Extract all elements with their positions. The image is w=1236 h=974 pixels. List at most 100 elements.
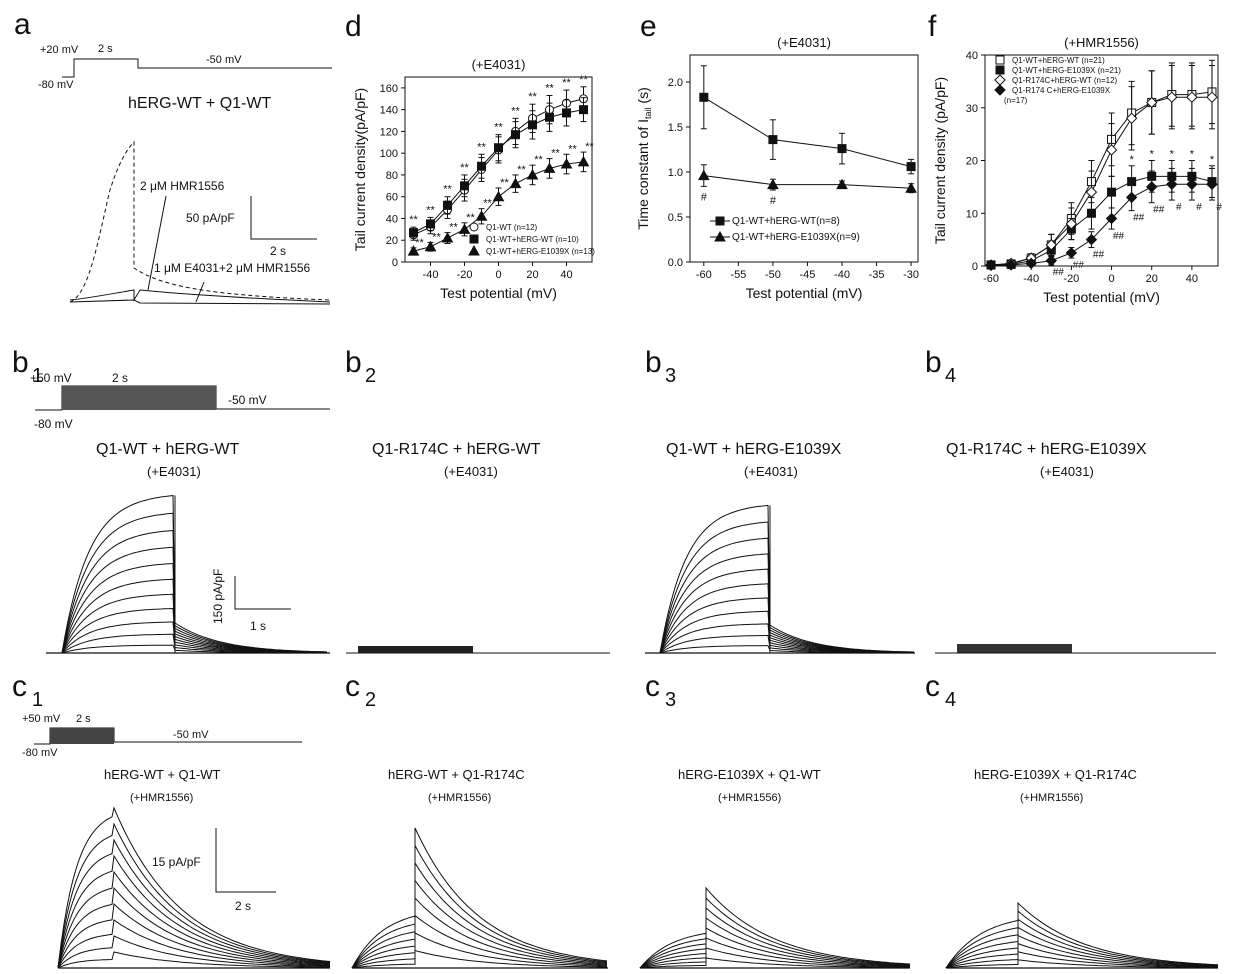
c3-traces-sweep	[639, 947, 911, 969]
panel-d-ylabel: Tail current density(pA/pF)	[352, 88, 368, 251]
panel-f-series-2-point	[1085, 186, 1098, 198]
c4-traces-sweep	[945, 934, 1219, 969]
panel-c3: c 3 hERG-E1039X + Q1-WT (+HMR1556)	[639, 670, 911, 969]
panel-f-legend-marker-0	[995, 55, 1005, 65]
panel-f-title: (+HMR1556)	[1064, 35, 1139, 50]
panel-c1-subscript: 1	[32, 689, 43, 711]
panel-f-ytick-label: 20	[966, 156, 978, 168]
panel-c1-protocol-hold: -80 mV	[22, 747, 58, 759]
panel-c4-condition: (+HMR1556)	[1020, 792, 1083, 804]
panel-f-ytick-label: 0	[972, 261, 978, 273]
panel-b2-title: Q1-R174C + hERG-WT	[372, 441, 541, 458]
panel-c1-condition: (+HMR1556)	[130, 792, 193, 804]
panel-e-ytick-label: 0.5	[668, 212, 683, 224]
panel-a-scale-x: 2 s	[270, 244, 286, 258]
panel-d-xtick-label: 20	[526, 269, 538, 281]
panel-b1-scale-bar	[234, 576, 291, 610]
panel-f-xtick-label: -60	[983, 273, 999, 285]
panel-a-scale-y: 50 pA/pF	[186, 211, 235, 225]
panel-f-series-0-line	[990, 91, 1213, 266]
panel-d-series-2-point	[560, 158, 573, 169]
panel-e-xtick-label: -55	[730, 269, 746, 281]
panel-f-series-2-point	[1105, 144, 1118, 156]
c4-traces-sweep	[945, 951, 1219, 969]
panel-a-protocol-trace	[62, 58, 332, 78]
panel-a-protocol-time: 2 s	[98, 43, 113, 55]
panel-c4-title: hERG-E1039X + Q1-R174C	[974, 767, 1137, 782]
panel-e-ytick-label: 1.0	[668, 167, 683, 179]
panel-b4: b 4 Q1-R174C + hERG-E1039X (+E4031)	[925, 346, 1216, 654]
panel-d-series-2-point	[424, 240, 437, 252]
panel-d-chart: d (+E4031) -40 -20 0 20 40 0 20 40 60 80 100 120 140 16…	[345, 10, 595, 301]
panel-d-series-1-point	[545, 112, 554, 122]
panel-a-letter: a	[14, 8, 31, 41]
panel-c1: c 1 +50 mV 2 s -50 mV -80 mV hERG-WT + Q…	[12, 670, 331, 969]
panel-c2-current-traces	[351, 827, 608, 969]
panel-b3-letter: b	[645, 346, 662, 379]
c1-traces-sweep	[57, 935, 331, 969]
panel-b4-trace-band	[957, 644, 1072, 653]
panel-e-series-1-point	[836, 178, 848, 190]
panel-f-ytick-label: 30	[966, 103, 978, 115]
panel-d-sig-lower: **	[432, 231, 441, 243]
panel-c2-title: hERG-WT + Q1-R174C	[388, 767, 525, 782]
panel-f-series-3-point	[1166, 178, 1178, 190]
panel-b2: b 2 Q1-R174C + hERG-WT (+E4031)	[345, 346, 610, 654]
panel-a-combo-label: 1 μM E4031+2 μM HMR1556	[154, 261, 311, 275]
panel-e-title: (+E4031)	[777, 35, 831, 50]
panel-f-series-2-point	[1146, 96, 1158, 109]
panel-d-series-1-point	[460, 181, 469, 191]
panel-e-xtick-label: -50	[765, 269, 781, 281]
panel-d-xtick-label: -40	[423, 269, 439, 281]
panel-a-hmr-pointer	[147, 195, 167, 291]
panel-b1-subscript: 1	[32, 365, 43, 387]
panel-d-ytick-label: 160	[380, 83, 398, 95]
panel-c1-scale-x: 2 s	[235, 899, 251, 913]
panel-d-series-2-point	[543, 162, 556, 173]
panel-b1-protocol-steps	[62, 386, 216, 410]
panel-c3-current-traces	[639, 886, 911, 969]
panel-b3-title: Q1-WT + hERG-E1039X	[666, 441, 842, 458]
c3-traces-sweep	[639, 937, 911, 969]
panel-c3-letter: c	[645, 670, 660, 703]
panel-a-protocol-v2: -50 mV	[206, 54, 242, 66]
panel-b3: b 3 Q1-WT + hERG-E1039X (+E4031)	[645, 346, 915, 654]
panel-c2: c 2 hERG-WT + Q1-R174C (+HMR1556)	[345, 670, 608, 969]
panel-f-xtick-label: -40	[1023, 273, 1039, 285]
panel-d-sig-lower: **	[415, 237, 424, 249]
panel-e-xtick-label: -45	[800, 269, 816, 281]
panel-e-ytick-label: 1.5	[668, 122, 683, 134]
panel-e-plot-frame	[689, 54, 919, 263]
panel-b2-subscript: 2	[365, 365, 376, 387]
panel-d-series-1-point	[443, 200, 452, 210]
panel-d-sig-upper: **	[477, 141, 486, 153]
panel-d-legend-label-0: Q1-WT (n=12)	[486, 223, 538, 232]
panel-c1-protocol-v2: -50 mV	[173, 729, 209, 741]
panel-e-series-1-line	[703, 175, 912, 189]
panel-d-series-1-point	[477, 161, 486, 171]
panel-c2-condition: (+HMR1556)	[428, 792, 491, 804]
panel-f-series-2-point	[1125, 112, 1138, 125]
panel-c3-condition: (+HMR1556)	[718, 792, 781, 804]
panel-d-sig-upper: **	[511, 105, 520, 117]
panel-e-legend-label-1: Q1-WT+hERG-E1039X(n=9)	[732, 232, 860, 243]
panel-f-xtick-label: -20	[1063, 273, 1079, 285]
c2-traces-sweep	[351, 932, 608, 969]
panel-d-sig-lower: **	[517, 164, 526, 176]
panel-c1-current-traces	[57, 806, 331, 969]
panel-d-ytick-label: 0	[392, 257, 398, 269]
panel-d-sig-lower: **	[534, 154, 543, 166]
b1-traces-sweep	[61, 529, 328, 654]
panel-d-sig-upper: **	[528, 91, 537, 103]
panel-e-xtick-label: -60	[696, 269, 712, 281]
panel-b4-subscript: 4	[945, 365, 956, 387]
c1-traces-sweep	[57, 822, 331, 969]
panel-f-legend-marker-1	[995, 65, 1005, 75]
panel-a-hmr-trace	[69, 289, 331, 303]
panel-d-sig-upper: **	[562, 77, 571, 89]
c2-traces-sweep	[351, 896, 608, 969]
panel-f-series-3-point	[1125, 191, 1138, 204]
panel-d-sig-lower: **	[568, 143, 577, 155]
panel-f-legend-marker-3	[994, 84, 1006, 96]
panel-f-sig-hash: ##	[1113, 231, 1125, 242]
